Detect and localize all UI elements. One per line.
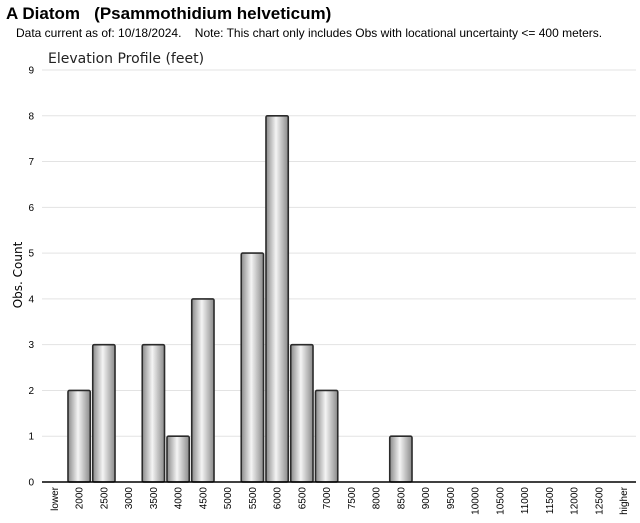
bar <box>314 389 339 483</box>
y-tick-label: 4 <box>28 294 34 305</box>
x-tick-label: 11500 <box>545 487 556 515</box>
y-tick-label: 5 <box>28 249 34 260</box>
y-tick-label: 0 <box>28 478 34 489</box>
bar <box>91 343 116 483</box>
y-axis-ticks: 0 1 2 3 4 5 6 7 8 9 <box>28 66 34 489</box>
bar <box>190 298 215 483</box>
x-axis-ticks: lower 2000 2500 3000 3500 4000 4500 5000 5500 600… <box>50 486 630 514</box>
x-tick-label: 6000 <box>273 487 284 510</box>
bar <box>166 435 191 483</box>
page-title: A Diatom (Psammothidium helveticum) <box>6 4 332 23</box>
y-tick-label: 6 <box>28 203 34 214</box>
bar <box>67 389 92 483</box>
x-tick-label: 10000 <box>471 487 482 515</box>
x-tick-label: 3000 <box>124 487 135 510</box>
x-tick-label: 4500 <box>198 487 209 510</box>
x-tick-label: 2000 <box>75 487 86 510</box>
y-tick-label: 2 <box>28 386 34 397</box>
y-axis-label: Obs. Count <box>11 241 25 308</box>
x-tick-label: 6500 <box>297 487 308 510</box>
x-tick-label: lower <box>50 486 61 511</box>
data-note: Data current as of: 10/18/2024. Note: Th… <box>16 26 603 40</box>
y-tick-label: 3 <box>28 340 34 351</box>
bar <box>240 252 265 483</box>
bar <box>289 343 314 483</box>
chart-title: Elevation Profile (feet) <box>48 51 204 67</box>
x-tick-label: 4000 <box>174 487 185 510</box>
x-tick-label: 5500 <box>248 487 259 510</box>
x-tick-label: 3500 <box>149 487 160 510</box>
bar <box>265 114 290 483</box>
y-tick-label: 1 <box>28 432 34 443</box>
bars <box>67 114 413 483</box>
y-tick-label: 7 <box>28 157 34 168</box>
x-tick-label: 2500 <box>99 487 110 510</box>
x-tick-label: 7500 <box>347 487 358 510</box>
x-tick-label: 7000 <box>322 487 333 510</box>
x-tick-label: 9000 <box>421 487 432 510</box>
bar <box>388 435 413 483</box>
grid-lines <box>42 69 636 437</box>
x-tick-label: 11000 <box>520 487 531 515</box>
x-tick-label: higher <box>619 486 630 514</box>
bar <box>141 343 166 483</box>
x-tick-label: 12000 <box>570 487 581 515</box>
x-tick-label: 8000 <box>372 487 383 510</box>
x-tick-label: 10500 <box>495 487 506 515</box>
x-tick-label: 5000 <box>223 487 234 510</box>
x-tick-label: 12500 <box>594 487 605 515</box>
y-tick-label: 8 <box>28 111 34 122</box>
y-tick-label: 9 <box>28 66 34 77</box>
x-tick-label: 8500 <box>396 487 407 510</box>
x-tick-label: 9500 <box>446 487 457 510</box>
